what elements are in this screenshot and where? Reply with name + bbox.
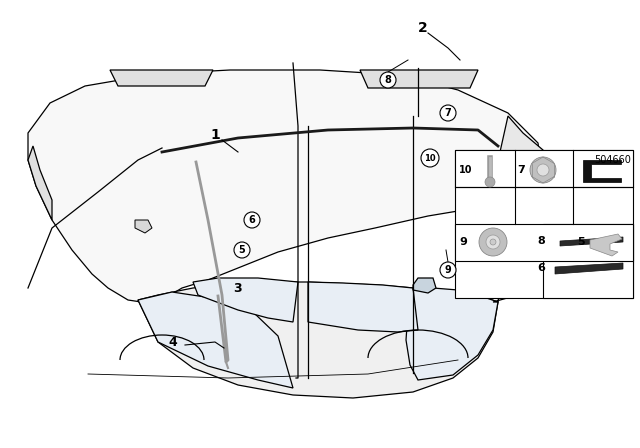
Text: 3: 3 bbox=[233, 281, 242, 294]
Polygon shape bbox=[413, 278, 436, 293]
Circle shape bbox=[486, 235, 500, 249]
Bar bbox=[455, 224, 633, 261]
Text: 7: 7 bbox=[517, 165, 525, 175]
Text: 9: 9 bbox=[445, 265, 451, 275]
Circle shape bbox=[380, 72, 396, 88]
Polygon shape bbox=[488, 116, 543, 206]
Circle shape bbox=[421, 149, 439, 167]
Circle shape bbox=[440, 262, 456, 278]
Polygon shape bbox=[193, 278, 298, 322]
Text: 5: 5 bbox=[577, 237, 584, 247]
Polygon shape bbox=[138, 292, 293, 388]
Text: 504660: 504660 bbox=[594, 155, 631, 165]
Polygon shape bbox=[406, 288, 498, 380]
Text: 2: 2 bbox=[418, 21, 428, 35]
Circle shape bbox=[530, 157, 556, 183]
Circle shape bbox=[490, 239, 496, 245]
Text: 7: 7 bbox=[445, 108, 451, 118]
Polygon shape bbox=[583, 160, 621, 182]
Text: 10: 10 bbox=[424, 154, 436, 163]
Circle shape bbox=[244, 212, 260, 228]
Polygon shape bbox=[135, 220, 152, 233]
Polygon shape bbox=[308, 282, 418, 332]
Text: 4: 4 bbox=[168, 336, 177, 349]
Text: 9: 9 bbox=[459, 237, 467, 247]
Circle shape bbox=[440, 105, 456, 121]
Polygon shape bbox=[590, 234, 622, 256]
Polygon shape bbox=[28, 146, 52, 220]
Polygon shape bbox=[110, 70, 213, 86]
Circle shape bbox=[234, 242, 250, 258]
Polygon shape bbox=[360, 70, 478, 88]
Text: 5: 5 bbox=[239, 245, 245, 255]
Polygon shape bbox=[28, 70, 543, 303]
Text: 6: 6 bbox=[248, 215, 255, 225]
Text: 1: 1 bbox=[210, 128, 220, 142]
Circle shape bbox=[537, 164, 549, 176]
Bar bbox=[543, 224, 633, 298]
Text: 8: 8 bbox=[385, 75, 392, 85]
Text: 10: 10 bbox=[459, 165, 472, 175]
Polygon shape bbox=[493, 198, 546, 302]
Polygon shape bbox=[560, 237, 623, 246]
Circle shape bbox=[479, 228, 507, 256]
Text: 6: 6 bbox=[537, 263, 545, 273]
Circle shape bbox=[485, 177, 495, 187]
Polygon shape bbox=[138, 282, 498, 398]
Bar bbox=[455, 150, 633, 187]
Bar bbox=[455, 150, 633, 298]
Polygon shape bbox=[555, 263, 623, 274]
Text: 8: 8 bbox=[537, 236, 545, 246]
